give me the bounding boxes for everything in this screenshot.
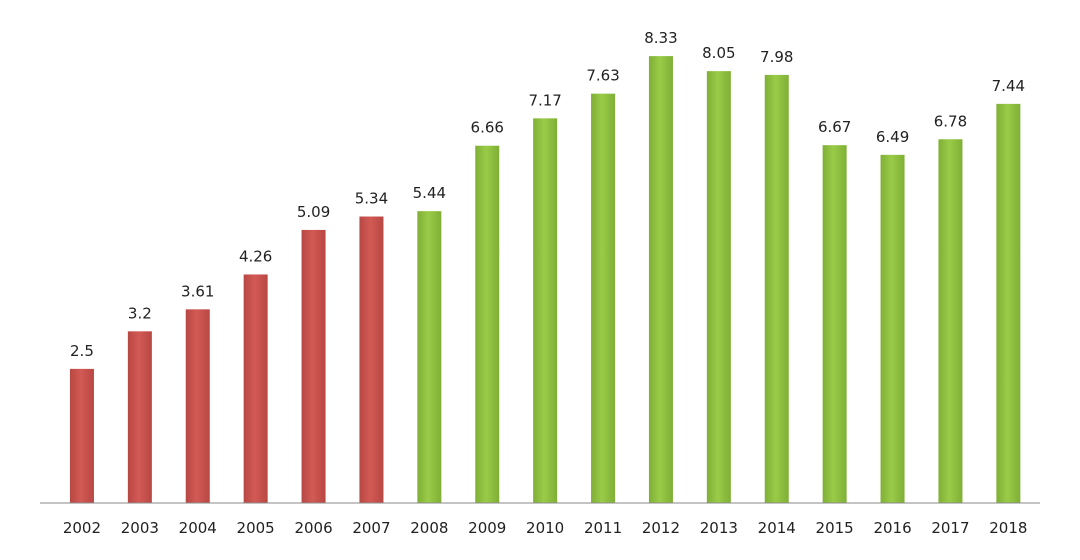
- value-label-2006: 5.09: [297, 203, 330, 221]
- x-tick-2002: 2002: [63, 519, 101, 537]
- x-tick-2011: 2011: [584, 519, 622, 537]
- bar-2017: [938, 139, 963, 503]
- x-tick-2006: 2006: [294, 519, 332, 537]
- value-label-2016: 6.49: [876, 128, 909, 146]
- bar-2004: [185, 309, 210, 503]
- value-label-2004: 3.61: [181, 282, 214, 300]
- bar-2007: [359, 216, 384, 503]
- x-tick-2018: 2018: [989, 519, 1027, 537]
- bar-2013: [706, 71, 731, 503]
- bar-2018: [996, 103, 1021, 504]
- value-labels-layer: 2.5 3.2 3.61 4.26 5.09 5.34 5.44 6.66 7.17 7.63 8.…: [70, 29, 1025, 360]
- bar-2008: [417, 211, 442, 503]
- bar-2002: [69, 368, 94, 503]
- x-tick-2013: 2013: [700, 519, 738, 537]
- value-label-2007: 5.34: [355, 190, 388, 208]
- x-tick-2009: 2009: [468, 519, 506, 537]
- x-tick-2017: 2017: [931, 519, 969, 537]
- value-label-2018: 7.44: [992, 77, 1025, 95]
- x-tick-2012: 2012: [642, 519, 680, 537]
- x-tick-2014: 2014: [758, 519, 796, 537]
- bar-2011: [591, 93, 616, 504]
- bar-2003: [127, 331, 152, 503]
- value-label-2012: 8.33: [644, 29, 677, 47]
- bar-2012: [648, 56, 673, 504]
- value-label-2011: 7.63: [586, 67, 619, 85]
- x-tick-2007: 2007: [352, 519, 390, 537]
- value-label-2015: 6.67: [818, 118, 851, 136]
- value-label-2014: 7.98: [760, 48, 793, 66]
- bar-2010: [533, 118, 558, 503]
- value-label-2009: 6.66: [471, 119, 504, 137]
- value-label-2003: 3.2: [128, 304, 152, 322]
- bar-2009: [475, 145, 500, 503]
- value-label-2005: 4.26: [239, 247, 272, 265]
- value-label-2008: 5.44: [413, 184, 446, 202]
- x-tick-2004: 2004: [179, 519, 217, 537]
- x-tick-2015: 2015: [816, 519, 854, 537]
- bars-layer: [69, 56, 1021, 504]
- bar-2006: [301, 229, 326, 503]
- x-axis-ticks: 2002 2003 2004 2005 2006 2007 2008 2009 2010 2011…: [63, 519, 1028, 537]
- value-label-2017: 6.78: [934, 112, 967, 130]
- value-label-2010: 7.17: [528, 91, 561, 109]
- bar-2014: [764, 74, 789, 504]
- x-tick-2005: 2005: [237, 519, 275, 537]
- value-label-2002: 2.5: [70, 342, 94, 360]
- x-tick-2008: 2008: [410, 519, 448, 537]
- x-tick-2003: 2003: [121, 519, 159, 537]
- bar-2016: [880, 154, 905, 503]
- bar-2005: [243, 274, 268, 503]
- value-label-2013: 8.05: [702, 44, 735, 62]
- bar-2015: [822, 145, 847, 504]
- x-tick-2010: 2010: [526, 519, 564, 537]
- x-tick-2016: 2016: [873, 519, 911, 537]
